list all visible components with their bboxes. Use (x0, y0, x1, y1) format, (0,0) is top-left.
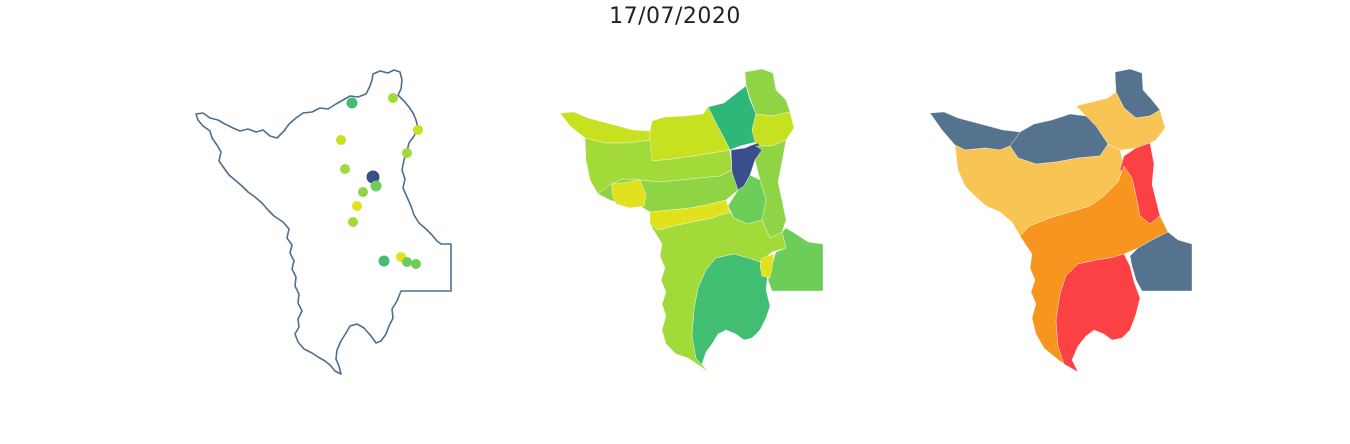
basin-center-green (727, 174, 767, 225)
basin-yellow-band-1 (611, 179, 647, 209)
basin-yellow-small (759, 253, 775, 279)
basin-nw-strip (559, 111, 651, 144)
station-point-s2 (388, 93, 398, 103)
map-date-title: 17/07/2020 (609, 4, 741, 29)
basin-northeast (751, 111, 795, 147)
station-point-s6 (340, 164, 350, 174)
category-south-red (1055, 253, 1141, 373)
basin-south-green (691, 253, 771, 373)
station-point-s9 (358, 187, 368, 197)
basin-east-box (767, 227, 824, 292)
basins-choropleth-panel (559, 68, 824, 373)
category-west-strip (929, 111, 1021, 151)
station-point-s7 (366, 170, 380, 184)
station-point-s15 (411, 259, 421, 269)
station-point-s5 (402, 148, 412, 158)
basins-categories-panel (929, 68, 1193, 373)
station-point-s10 (352, 201, 362, 211)
station-point-s3 (413, 125, 423, 135)
station-point-s8 (370, 180, 382, 192)
category-east-box (1129, 231, 1193, 292)
station-point-s1 (346, 97, 358, 109)
station-point-s11 (348, 217, 358, 227)
station-point-s12 (378, 255, 390, 267)
station-point-s14 (402, 257, 412, 267)
territory-outline (195, 69, 452, 375)
stations-map-panel (195, 69, 452, 375)
station-points (336, 93, 423, 269)
station-point-s4 (336, 135, 346, 145)
